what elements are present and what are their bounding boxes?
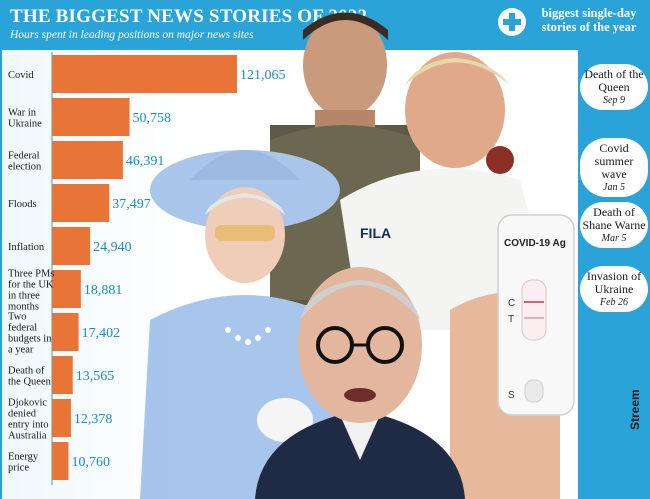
bar <box>52 184 110 222</box>
bar-chart: 121,065 Covid 50,758 War in Ukraine 46,391 Fed… <box>8 52 285 485</box>
bar-value-label: 121,065 <box>240 68 285 83</box>
single-day-item-date: Jan 5 <box>603 182 625 193</box>
bar <box>52 356 73 394</box>
single-day-item-date: Sep 9 <box>603 95 625 106</box>
test-t-mark: T <box>508 314 514 325</box>
portrait-bottom <box>255 267 465 499</box>
bar <box>52 98 130 136</box>
single-day-header: biggest single-day stories of the year <box>541 6 637 34</box>
test-label: COVID-19 Ag <box>504 238 566 249</box>
single-day-item-label: Covid summer wave <box>594 141 634 181</box>
category-label: War in Ukraine <box>8 108 42 130</box>
test-c-mark: C <box>508 298 515 309</box>
page-subtitle: Hours spent in leading positions on majo… <box>10 29 254 41</box>
category-label: Covid <box>8 70 34 81</box>
bar-value-label: 13,565 <box>76 369 115 384</box>
single-day-item: Death of Shane Warne Mar 5 <box>580 202 648 248</box>
plus-icon <box>498 8 526 36</box>
bar <box>52 313 79 351</box>
category-label: Djokovic denied entry into Australia <box>8 398 49 442</box>
page-title: THE BIGGEST NEWS STORIES OF 2022 <box>10 6 368 27</box>
category-label: Death of the Queen <box>8 366 52 388</box>
category-label: Floods <box>8 199 37 210</box>
bar-value-label: 46,391 <box>126 154 164 169</box>
collage-art: FILA COVID-19 Ag C T S <box>140 12 575 499</box>
single-day-item: Invasion of Ukraine Feb 26 <box>580 266 648 312</box>
single-day-item: Covid summer wave Jan 5 <box>580 138 648 197</box>
category-label: Two federal budgets in a year <box>8 312 52 356</box>
bar-value-label: 12,378 <box>74 412 113 427</box>
single-day-item-label: Death of Shane Warne <box>582 205 646 232</box>
single-day-item-label: Invasion of Ukraine <box>586 269 642 296</box>
bar <box>52 270 81 308</box>
category-label: Federal election <box>8 151 42 173</box>
brand-logo: Streem <box>628 389 642 430</box>
photo-collage: FILA COVID-19 Ag C T S <box>120 0 580 499</box>
category-label: Inflation <box>8 242 45 253</box>
bar-value-label: 24,940 <box>93 240 132 255</box>
bar <box>52 55 237 93</box>
bar-value-label: 18,881 <box>84 283 123 298</box>
bar-value-label: 37,497 <box>112 197 150 212</box>
single-day-item: Death of the Queen Sep 9 <box>580 64 648 110</box>
single-day-item-date: Mar 5 <box>601 233 627 244</box>
bar <box>52 399 71 437</box>
bar-value-label: 10,760 <box>71 455 110 470</box>
test-s-mark: S <box>508 390 515 401</box>
category-label: Three PMs for the UK in three months <box>8 269 54 313</box>
category-label: Energy price <box>8 452 39 474</box>
single-day-item-label: Death of the Queen <box>584 67 644 94</box>
chart-panel: 121,065 Covid 50,758 War in Ukraine 46,391 Fed… <box>0 50 300 499</box>
bar <box>52 442 69 480</box>
bar <box>52 141 123 179</box>
shirt-brand-text: FILA <box>360 225 391 241</box>
bar <box>52 227 91 265</box>
antigen-test: COVID-19 Ag C T S <box>450 214 575 499</box>
bar-value-label: 17,402 <box>82 326 121 341</box>
bar-value-label: 50,758 <box>133 111 172 126</box>
single-day-item-date: Feb 26 <box>599 297 629 308</box>
